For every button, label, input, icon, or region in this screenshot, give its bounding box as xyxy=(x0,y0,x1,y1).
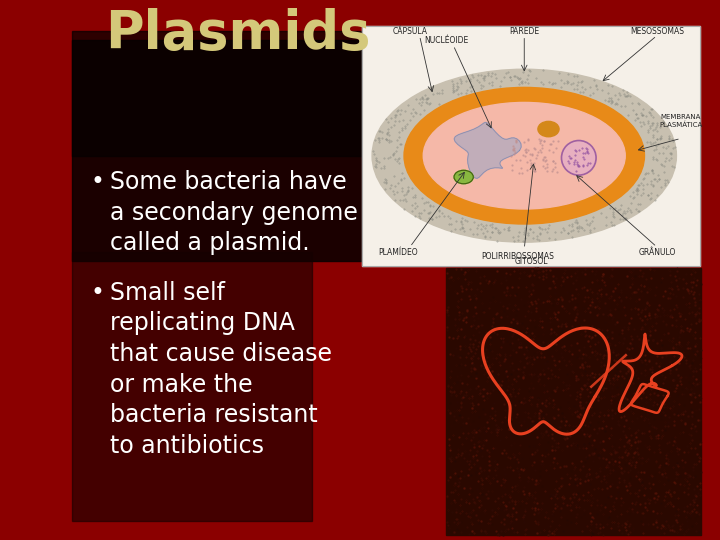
Text: GRÂNULO: GRÂNULO xyxy=(638,248,675,256)
Text: NUCLÉOIDE: NUCLÉOIDE xyxy=(424,36,469,45)
Text: Plasmids: Plasmids xyxy=(105,8,371,59)
Text: POLIRRIBOSSOMAS: POLIRRIBOSSOMAS xyxy=(481,252,554,260)
Text: GITOSOL: GITOSOL xyxy=(514,257,548,266)
Circle shape xyxy=(562,140,596,175)
Text: Small self
replicating DNA
that cause disease
or make the
bacteria resistant
to : Small self replicating DNA that cause di… xyxy=(110,281,332,458)
Bar xyxy=(362,26,700,266)
Bar xyxy=(72,31,418,156)
Ellipse shape xyxy=(538,122,559,137)
Bar xyxy=(362,26,700,266)
Ellipse shape xyxy=(423,103,625,209)
Bar xyxy=(72,252,312,521)
Text: PLAMÍDEO: PLAMÍDEO xyxy=(379,248,418,256)
Text: MEMBRANA
PLASMÁTICA: MEMBRANA PLASMÁTICA xyxy=(660,114,703,128)
Bar xyxy=(72,40,369,261)
Text: MESOSSOMAS: MESOSSOMAS xyxy=(630,26,684,36)
Text: •: • xyxy=(91,170,105,194)
Text: Some bacteria have
a secondary genome
called a plasmid.: Some bacteria have a secondary genome ca… xyxy=(110,170,358,255)
Text: CÁPSULA: CÁPSULA xyxy=(392,26,428,36)
Polygon shape xyxy=(454,122,521,178)
Bar xyxy=(446,268,701,535)
Ellipse shape xyxy=(454,170,473,184)
Ellipse shape xyxy=(404,87,644,224)
Ellipse shape xyxy=(372,69,676,242)
Text: •: • xyxy=(91,281,105,305)
Text: PAREDE: PAREDE xyxy=(509,26,539,36)
